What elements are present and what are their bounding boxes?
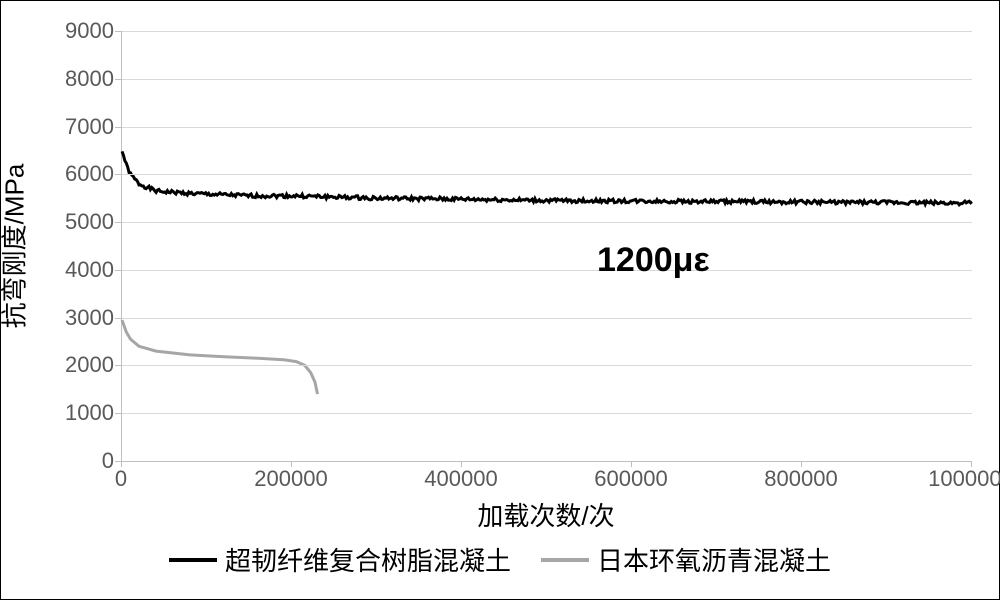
x-tick-label: 800000 [764,466,837,492]
legend-swatch [541,558,589,562]
legend-label: 超韧纤维复合树脂混凝土 [225,541,511,578]
y-tick [115,413,121,414]
x-tick-label: 400000 [424,466,497,492]
strain-annotation: 1200με [597,241,710,280]
y-tick-label: 6000 [44,161,114,187]
y-tick-label: 3000 [44,305,114,331]
legend-label: 日本环氧沥青混凝土 [597,541,831,578]
y-tick-label: 0 [44,448,114,474]
y-tick [115,174,121,175]
legend-swatch [169,558,217,562]
y-tick-label: 8000 [44,66,114,92]
chart-lines [122,31,972,461]
y-tick [115,127,121,128]
y-tick-label: 1000 [44,400,114,426]
y-tick [115,365,121,366]
gridline [122,222,972,223]
plot-area [121,31,972,462]
x-tick-label: 600000 [594,466,667,492]
y-axis-label: 抗弯刚度/MPa [0,164,32,329]
gridline [122,79,972,80]
legend-item: 超韧纤维复合树脂混凝土 [169,541,511,578]
y-tick [115,270,121,271]
gridline [122,365,972,366]
x-tick-label: 0 [115,466,127,492]
y-tick-label: 5000 [44,209,114,235]
x-axis-label: 加载次数/次 [477,496,614,533]
y-tick [115,79,121,80]
y-tick-label: 7000 [44,114,114,140]
y-tick-label: 9000 [44,18,114,44]
x-tick-label: 1000000 [928,466,1000,492]
gridline [122,31,972,32]
gridline [122,413,972,414]
gridline [122,174,972,175]
y-tick [115,222,121,223]
y-tick-label: 2000 [44,352,114,378]
chart-container: 抗弯刚度/MPa 加载次数/次 1200με 超韧纤维复合树脂混凝土 日本环氧沥… [0,0,1000,600]
legend-item: 日本环氧沥青混凝土 [541,541,831,578]
series-line [122,320,318,394]
x-tick-label: 200000 [254,466,327,492]
gridline [122,127,972,128]
gridline [122,318,972,319]
y-tick-label: 4000 [44,257,114,283]
y-tick [115,31,121,32]
series-line [122,151,972,204]
gridline [122,270,972,271]
legend: 超韧纤维复合树脂混凝土 日本环氧沥青混凝土 [1,541,999,578]
y-tick [115,318,121,319]
